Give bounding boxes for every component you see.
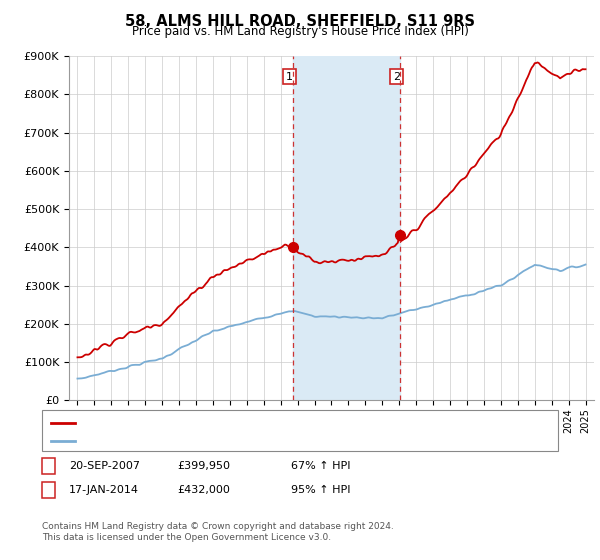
Text: 67% ↑ HPI: 67% ↑ HPI	[291, 461, 350, 471]
Text: 17-JAN-2014: 17-JAN-2014	[69, 485, 139, 495]
Text: 1: 1	[286, 72, 293, 82]
Text: Price paid vs. HM Land Registry's House Price Index (HPI): Price paid vs. HM Land Registry's House …	[131, 25, 469, 38]
Text: 58, ALMS HILL ROAD, SHEFFIELD, S11 9RS (detached house): 58, ALMS HILL ROAD, SHEFFIELD, S11 9RS (…	[81, 418, 396, 428]
Text: Contains HM Land Registry data © Crown copyright and database right 2024.
This d: Contains HM Land Registry data © Crown c…	[42, 522, 394, 542]
Text: 2: 2	[45, 485, 52, 495]
Text: £432,000: £432,000	[177, 485, 230, 495]
Text: 95% ↑ HPI: 95% ↑ HPI	[291, 485, 350, 495]
Text: £399,950: £399,950	[177, 461, 230, 471]
Text: 58, ALMS HILL ROAD, SHEFFIELD, S11 9RS: 58, ALMS HILL ROAD, SHEFFIELD, S11 9RS	[125, 14, 475, 29]
Text: HPI: Average price, detached house, Sheffield: HPI: Average price, detached house, Shef…	[81, 436, 320, 446]
Text: 20-SEP-2007: 20-SEP-2007	[69, 461, 140, 471]
Text: 1: 1	[45, 461, 52, 471]
Bar	[293, 56, 400, 400]
Text: 2: 2	[393, 72, 400, 82]
